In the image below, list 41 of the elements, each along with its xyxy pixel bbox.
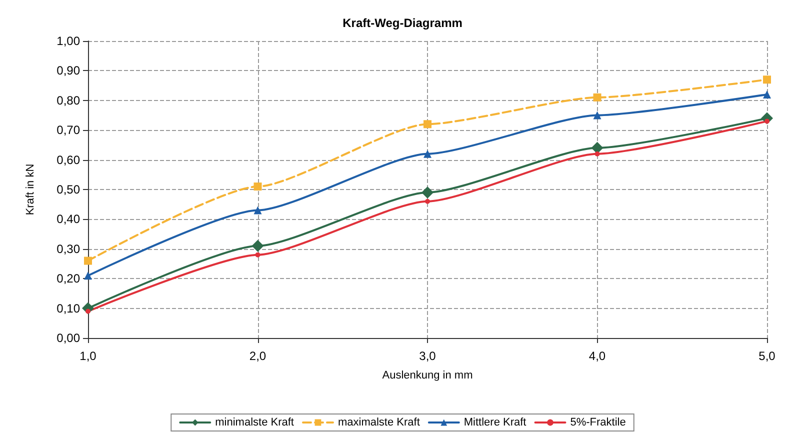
y-tick-label: 0,00	[56, 331, 80, 345]
point	[424, 120, 432, 128]
y-tick-label: 0,60	[56, 152, 80, 167]
point	[254, 182, 262, 191]
x-tick-label: 1,0	[80, 349, 97, 363]
point	[424, 150, 432, 158]
point	[591, 142, 604, 154]
point	[84, 256, 92, 265]
legend-label: Mittlere Kraft	[464, 416, 526, 428]
legend-label: maximalste Kraft	[338, 416, 420, 428]
y-tick-label: 0,20	[56, 272, 80, 286]
point	[594, 151, 600, 156]
legend-label: minimalste Kraft	[215, 416, 294, 428]
point	[763, 90, 771, 98]
point	[255, 252, 260, 258]
y-tick-label: 0,50	[56, 182, 80, 196]
point	[254, 206, 262, 214]
y-tick-label: 1,00	[56, 34, 80, 48]
x-tick-label: 5,0	[758, 349, 776, 363]
point	[86, 308, 90, 314]
x-tick-label: 2,0	[249, 349, 266, 363]
point	[593, 93, 602, 102]
x-tick-label: 3,0	[419, 349, 436, 363]
y-tick-label: 0,10	[56, 301, 80, 316]
y-axis-title: Kraft in kN	[24, 164, 36, 216]
point	[422, 186, 434, 198]
point	[764, 118, 770, 124]
point	[763, 76, 771, 84]
point	[84, 272, 92, 280]
point	[252, 240, 264, 252]
legend-label: 5%-Fraktile	[570, 416, 626, 428]
y-tick-label: 0,40	[56, 212, 80, 226]
y-tick-label: 0,70	[56, 123, 80, 138]
point	[593, 111, 602, 120]
y-tick-label: 0,90	[56, 64, 80, 78]
point	[425, 198, 430, 204]
y-tick-label: 0,80	[56, 93, 80, 108]
x-axis-title: Auslenkung in mm	[382, 370, 473, 382]
x-tick-label: 4,0	[588, 349, 606, 363]
y-tick-label: 0,30	[56, 242, 80, 256]
chart-title: Kraft-Weg-Diagramm	[342, 16, 462, 30]
